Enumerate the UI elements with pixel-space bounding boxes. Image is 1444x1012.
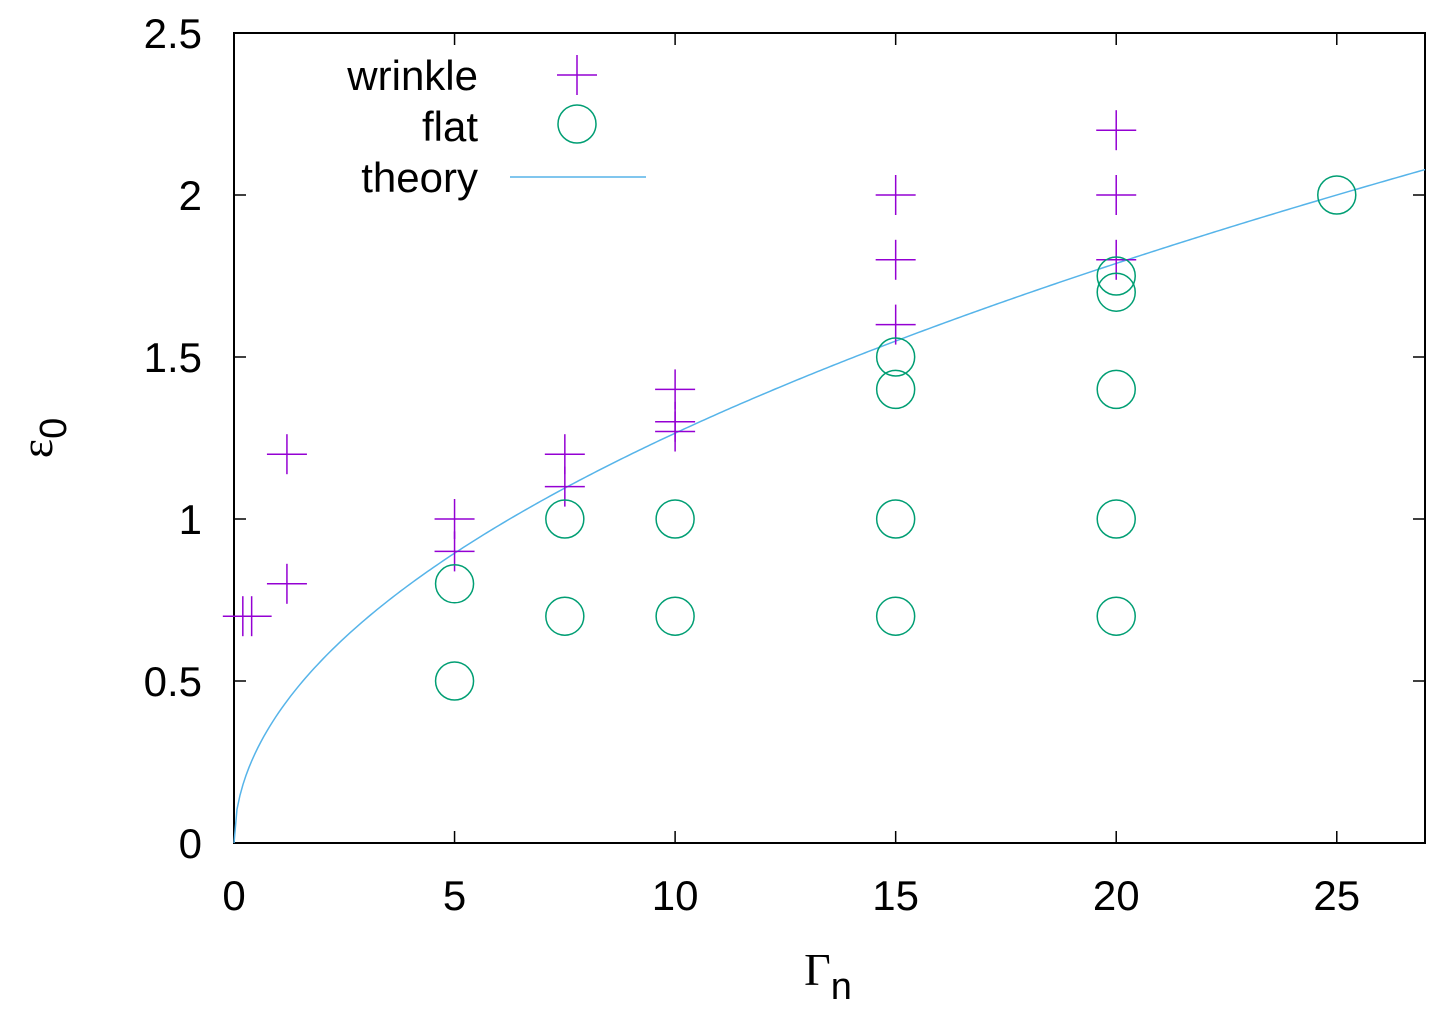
- wrinkle-point: [875, 175, 916, 215]
- legend-label-flat: flat: [422, 103, 478, 150]
- y-axis-label-main: ε: [11, 439, 62, 458]
- theory-layer: [233, 168, 1426, 844]
- points-layer: [222, 110, 1357, 701]
- flat-point: [1096, 272, 1136, 312]
- x-tick-label: 5: [443, 872, 466, 919]
- x-axis-label-main: Γ: [804, 944, 831, 995]
- y-tick-label: 2: [179, 172, 202, 219]
- axis-ticks: 0 5 10 15 20 25 0 0.5 1 1.5 2 2.5: [144, 10, 1425, 919]
- legend-marker-flat: [557, 104, 597, 144]
- y-axis-label: ε0: [11, 418, 75, 458]
- flat-point: [1096, 596, 1136, 636]
- flat-point: [545, 596, 585, 636]
- flat-point: [875, 369, 916, 410]
- y-tick-label: 0: [179, 820, 202, 867]
- flat-point: [1096, 256, 1136, 296]
- x-tick-label: 20: [1093, 872, 1140, 919]
- y-axis-label-sub: 0: [33, 418, 75, 439]
- x-tick-label: 15: [872, 872, 919, 919]
- wrinkle-point: [266, 563, 307, 604]
- flat-point: [875, 337, 916, 377]
- y-tick-label: 1.5: [144, 334, 202, 381]
- y-tick-label: 2.5: [144, 10, 202, 57]
- flat-point: [655, 596, 695, 636]
- plot-frame: [233, 32, 1426, 844]
- wrinkle-point: [1096, 175, 1137, 215]
- flat-point: [1096, 369, 1136, 410]
- y-tick-label: 0.5: [144, 658, 202, 705]
- wrinkle-point: [434, 499, 475, 539]
- wrinkle-point: [266, 434, 307, 475]
- flat-point: [434, 661, 475, 701]
- wrinkle-point: [655, 369, 696, 410]
- x-tick-label: 10: [652, 872, 699, 919]
- x-tick-label: 0: [222, 872, 245, 919]
- flat-point: [655, 499, 695, 539]
- flat-point: [434, 564, 475, 604]
- legend-marker-wrinkle: [557, 55, 597, 95]
- y-tick-label: 1: [179, 496, 202, 543]
- wrinkle-point: [231, 596, 272, 637]
- wrinkle-point: [1096, 110, 1137, 151]
- legend-label-wrinkle: wrinkle: [346, 52, 478, 99]
- legend-label-theory: theory: [361, 154, 478, 201]
- flat-point: [1317, 175, 1357, 215]
- flat-point: [875, 499, 916, 539]
- wrinkle-point: [875, 239, 916, 280]
- flat-point: [875, 596, 916, 636]
- x-axis-label-sub: n: [831, 966, 852, 1008]
- wrinkle-point: [544, 434, 585, 475]
- x-axis-label: Γn: [804, 944, 852, 1008]
- flat-point: [545, 499, 585, 539]
- x-tick-label: 25: [1313, 872, 1360, 919]
- theory-curve: [233, 168, 1426, 844]
- flat-point: [1096, 499, 1136, 539]
